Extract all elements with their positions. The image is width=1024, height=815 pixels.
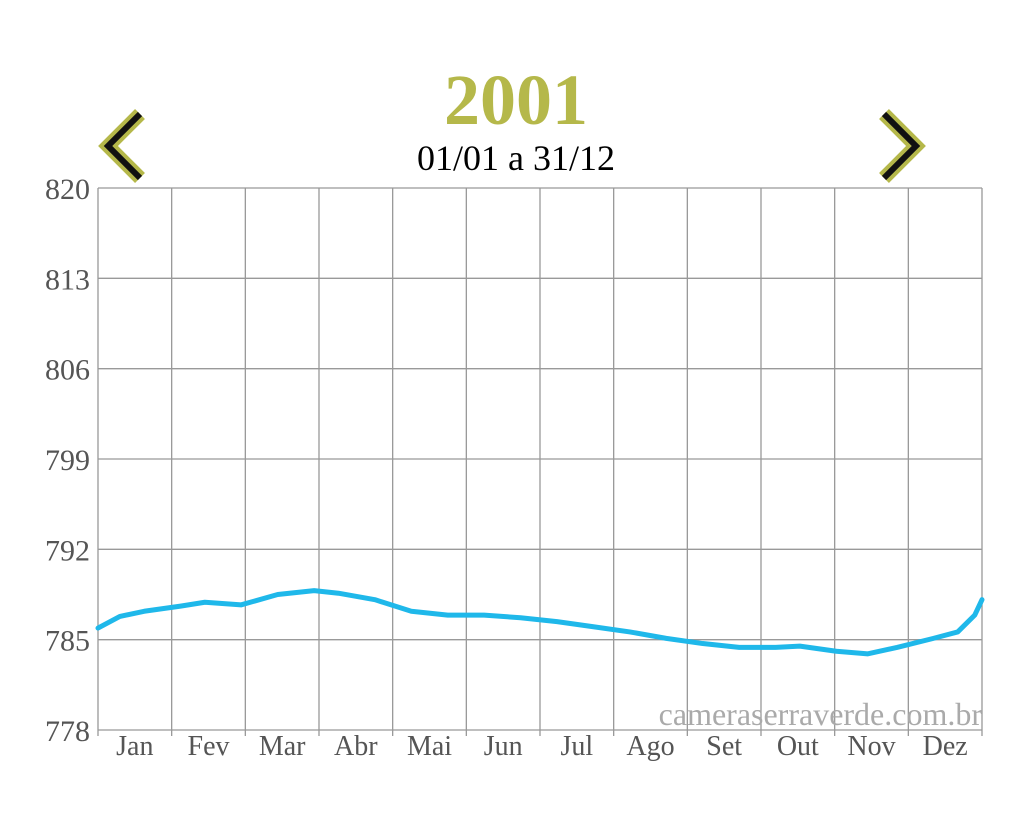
chart-subtitle: 01/01 a 31/12	[417, 138, 615, 178]
chart-title: 2001	[444, 60, 588, 140]
y-tick-label: 813	[45, 263, 90, 296]
y-tick-label: 778	[45, 715, 90, 748]
x-tick-label: Jun	[484, 731, 523, 762]
x-tick-label: Fev	[188, 731, 230, 762]
x-tick-label: Abr	[334, 731, 378, 762]
y-tick-label: 799	[45, 444, 90, 477]
x-tick-label: Jan	[116, 731, 153, 762]
y-tick-label: 785	[45, 625, 90, 658]
x-tick-label: Jul	[560, 731, 593, 762]
watermark: cameraserraverde.com.br	[659, 696, 983, 732]
x-tick-label: Dez	[923, 731, 968, 762]
next-arrow[interactable]	[879, 109, 926, 183]
x-tick-label: Set	[706, 731, 742, 762]
y-tick-label: 820	[45, 173, 90, 206]
x-tick-label: Mar	[259, 731, 306, 762]
x-tick-label: Mai	[407, 731, 452, 762]
prev-arrow[interactable]	[98, 109, 145, 183]
x-tick-label: Out	[777, 731, 819, 762]
y-tick-label: 806	[45, 354, 90, 387]
x-tick-label: Ago	[626, 731, 674, 762]
y-tick-label: 792	[45, 534, 90, 567]
data-line	[95, 588, 985, 657]
x-tick-label: Nov	[847, 731, 895, 762]
